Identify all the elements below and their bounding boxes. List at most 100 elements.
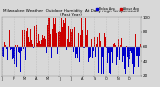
Bar [63,20,64,47]
Bar [54,24,55,47]
Bar [41,40,42,47]
Bar [78,33,79,47]
Bar [137,47,138,56]
Bar [22,30,23,47]
Bar [56,32,57,47]
Bar [94,37,95,47]
Bar [84,47,85,48]
Bar [135,34,136,47]
Bar [36,25,37,47]
Bar [131,47,132,69]
Bar [67,39,68,47]
Bar [69,42,70,47]
Bar [44,36,45,47]
Bar [23,47,24,57]
Bar [134,47,135,67]
Bar [138,47,139,67]
Bar [102,47,103,57]
Bar [136,47,137,56]
Bar [98,47,99,73]
Bar [77,47,78,58]
Bar [13,47,14,58]
Bar [30,29,31,47]
Bar [59,31,60,47]
Bar [91,39,92,47]
Bar [107,47,108,63]
Bar [124,47,125,69]
Bar [14,47,15,64]
Bar [88,47,89,57]
Bar [114,44,115,47]
Bar [32,44,33,47]
Bar [9,30,10,47]
Bar [17,45,18,47]
Bar [64,31,65,47]
Bar [49,18,50,47]
Bar [57,47,58,54]
Bar [90,47,91,57]
Bar [133,47,134,74]
Bar [72,32,73,47]
Bar [6,47,7,49]
Bar [31,45,32,47]
Bar [50,34,51,47]
Bar [46,47,47,53]
Bar [75,47,76,58]
Bar [123,47,124,59]
Title: Milwaukee Weather  Outdoor Humidity  At Daily High Temperature  (Past Year): Milwaukee Weather Outdoor Humidity At Da… [3,9,140,17]
Bar [118,39,119,47]
Bar [96,44,97,47]
Bar [80,35,81,47]
Bar [16,47,17,68]
Bar [47,25,48,47]
Bar [61,29,62,47]
Bar [117,47,118,57]
Bar [73,47,74,52]
Bar [108,47,109,53]
Bar [7,47,8,74]
Bar [29,42,30,47]
Bar [70,29,71,47]
Bar [4,42,5,47]
Bar [27,28,28,47]
Bar [119,47,120,60]
Bar [74,27,75,47]
Bar [43,38,44,47]
Bar [51,47,52,58]
Bar [120,45,121,47]
Bar [65,18,66,47]
Bar [105,37,106,47]
Bar [115,45,116,47]
Bar [42,18,43,47]
Legend: Below Avg, Above Avg: Below Avg, Above Avg [96,6,139,11]
Bar [62,27,63,47]
Bar [87,30,88,47]
Bar [106,47,107,48]
Bar [140,44,141,47]
Bar [111,47,112,52]
Bar [5,45,6,47]
Bar [2,47,3,56]
Bar [10,47,11,50]
Bar [83,47,84,48]
Bar [68,26,69,47]
Bar [45,39,46,47]
Bar [15,47,16,66]
Bar [86,35,87,47]
Bar [48,18,49,47]
Bar [55,18,56,47]
Bar [89,47,90,58]
Bar [121,38,122,47]
Bar [103,47,104,74]
Bar [24,30,25,47]
Bar [110,47,111,74]
Bar [60,32,61,47]
Bar [127,47,128,58]
Bar [132,47,133,64]
Bar [18,47,19,52]
Bar [99,33,100,47]
Bar [39,38,40,47]
Bar [58,31,59,47]
Bar [109,47,110,73]
Bar [21,47,22,51]
